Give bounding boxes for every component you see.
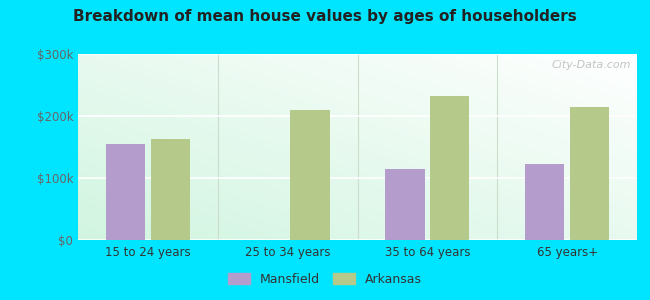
Legend: Mansfield, Arkansas: Mansfield, Arkansas (223, 268, 427, 291)
Bar (570, 107, 609, 240)
Bar (385, 169, 424, 240)
Bar (291, 110, 330, 240)
Text: Breakdown of mean house values by ages of householders: Breakdown of mean house values by ages o… (73, 9, 577, 24)
Bar (525, 164, 564, 240)
Bar (151, 139, 190, 240)
Bar (430, 96, 469, 240)
Bar (106, 144, 145, 240)
Text: City-Data.com: City-Data.com (552, 60, 631, 70)
